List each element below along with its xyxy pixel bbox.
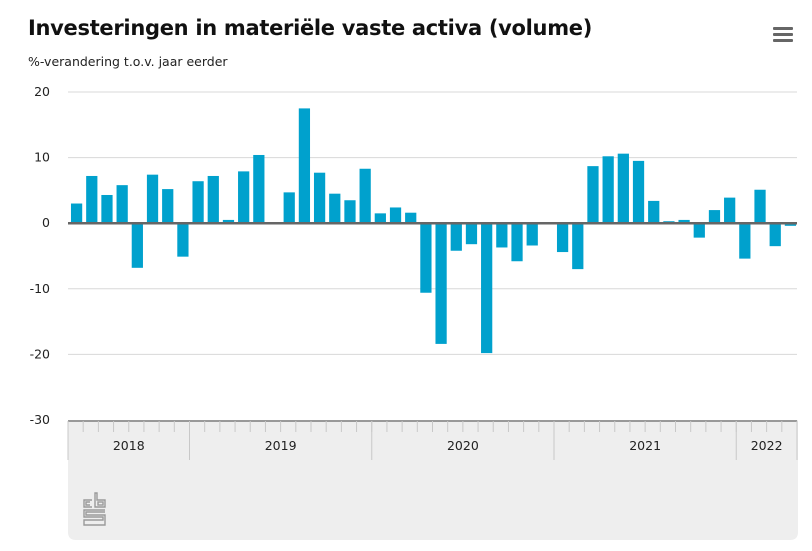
bar[interactable]: 2021 mrt: 8.7: [587, 166, 599, 224]
bar[interactable]: 2019 apr: 7.9: [238, 171, 250, 224]
bar[interactable]: 2020 jul: -3.2: [465, 223, 478, 245]
bar[interactable]: 2021 sep: 0.5: [678, 219, 690, 224]
chart-subtitle: %-verandering t.o.v. jaar eerder: [28, 54, 228, 69]
bar[interactable]: 2018 jun: 7.2: [86, 175, 98, 224]
x-axis-panel: [68, 420, 798, 540]
bar[interactable]: 2019 mrt: 0.5: [222, 219, 235, 224]
bar[interactable]: 2020 jan: 1.5: [374, 213, 386, 224]
bar[interactable]: 2018 mei: 3: [70, 203, 83, 224]
bar[interactable]: 2022 mrt: -3.5: [769, 223, 781, 247]
cbs-logo-icon: [83, 492, 106, 526]
logo-b-inner: [97, 501, 104, 506]
bar[interactable]: 2020 feb: 2.4: [389, 207, 402, 224]
bar[interactable]: 2020 jun: -4.2: [450, 223, 462, 251]
bar[interactable]: 2018 sep: -6.8: [131, 223, 143, 268]
y-tick-label: -10: [30, 281, 50, 296]
bar[interactable]: 2021 okt: -2.2: [693, 223, 705, 238]
y-axis-labels: 20 10 0 -10 -20 -30: [30, 84, 50, 427]
y-tick-label: 20: [34, 84, 50, 99]
year-label: 2021: [629, 438, 661, 453]
bars: 2018 mei: 32018 jun: 7.22018 jul: 4.3201…: [70, 108, 797, 354]
menu-line: [773, 39, 793, 42]
bar[interactable]: 2021 dec: 3.9: [724, 197, 736, 224]
bar[interactable]: 2021 jan: -4.4: [556, 223, 569, 253]
logo-s: [83, 509, 106, 526]
chart-title: Investeringen in materiële vaste activa …: [28, 16, 593, 40]
menu-line: [773, 33, 793, 36]
cbs-logo-shape: [83, 492, 106, 526]
logo-b: [94, 492, 106, 508]
bar[interactable]: 2019 jan: 6.4: [192, 181, 204, 224]
bar[interactable]: 2018 nov: 5.2: [162, 189, 174, 224]
year-label: 2018: [113, 438, 145, 453]
hamburger-menu-icon[interactable]: [770, 24, 796, 46]
bar[interactable]: 2019 nov: 3.5: [344, 200, 356, 224]
bar[interactable]: 2018 aug: 5.8: [116, 185, 128, 224]
bar[interactable]: 2022 feb: 5.1: [754, 189, 766, 224]
bar[interactable]: 2019 sep: 7.7: [313, 172, 326, 224]
bar[interactable]: 2021 apr: 10.2: [602, 156, 614, 224]
bar[interactable]: 2021 mei: 10.6: [617, 153, 629, 224]
axis-panel-background: [68, 420, 798, 540]
gridlines: [68, 91, 797, 355]
bar[interactable]: 2018 dec: -5.1: [177, 223, 189, 257]
year-label: 2022: [751, 438, 783, 453]
bar[interactable]: 2019 jul: 4.7: [283, 192, 295, 224]
bar[interactable]: 2019 feb: 7.2: [207, 175, 219, 224]
x-axis: 2018 2019 2020 2021 2022: [67, 420, 798, 460]
bar[interactable]: 2019 mei: 10.4: [253, 154, 265, 224]
year-label: 2020: [447, 438, 479, 453]
bar[interactable]: 2021 jun: 9.5: [632, 160, 645, 224]
year-label: 2019: [265, 438, 297, 453]
bar[interactable]: 2021 feb: -7: [572, 223, 584, 270]
y-tick-label: 10: [34, 150, 50, 165]
bar[interactable]: 2020 mrt: 1.6: [405, 212, 417, 224]
bar[interactable]: 2020 apr: -10.6: [420, 223, 432, 293]
y-tick-label: -30: [30, 412, 50, 427]
bar[interactable]: 2020 nov: -3.4: [526, 223, 538, 246]
logo-c: [83, 499, 92, 508]
bar[interactable]: 2020 sep: -3.7: [496, 223, 508, 248]
bar[interactable]: 2021 jul: 3.4: [648, 200, 660, 224]
menu-line: [773, 27, 793, 30]
bar[interactable]: 2020 mei: -18.4: [435, 223, 447, 344]
bar[interactable]: 2022 jan: -5.4: [739, 223, 751, 259]
bar[interactable]: 2019 dec: 8.3: [359, 168, 371, 224]
bar[interactable]: 2020 aug: -19.8: [481, 223, 493, 354]
y-tick-label: -20: [30, 346, 50, 361]
bar[interactable]: 2020 okt: -5.8: [511, 223, 523, 262]
bar[interactable]: 2018 jul: 4.3: [101, 194, 113, 224]
bar[interactable]: 2019 okt: 4.5: [329, 193, 341, 224]
y-tick-label: 0: [42, 215, 50, 230]
bar[interactable]: 2018 okt: 7.4: [146, 174, 159, 224]
bar[interactable]: 2022 apr: -0.4: [784, 223, 797, 226]
bar[interactable]: 2019 aug: 17.5: [298, 108, 311, 224]
logo-c-inner: [85, 501, 90, 506]
bar[interactable]: 2021 nov: 2: [708, 210, 721, 224]
